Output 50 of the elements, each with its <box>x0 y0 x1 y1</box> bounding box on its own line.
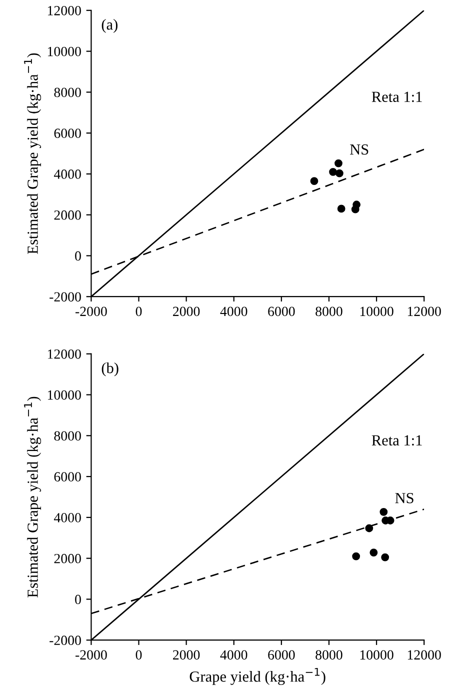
x-tick-label: 12000 <box>408 306 441 316</box>
y-tick-label: 0 <box>75 251 81 261</box>
point <box>370 548 378 557</box>
y-tick-label: 4000 <box>54 170 81 179</box>
y-tick-label: 10000 <box>48 390 81 400</box>
y-tick-label: 6000 <box>54 472 81 482</box>
x-tick-label: 4000 <box>220 306 248 316</box>
x-tick-label: 12000 <box>408 650 441 660</box>
y-tick-label: 2000 <box>54 210 81 220</box>
x-tick-label: 2000 <box>173 306 200 316</box>
x-axis-title: Grape yield (kg·ha$^{−1}$) <box>190 668 326 685</box>
y-axis-title: Estimated Grape yield (kg·ha$^{−1}$) <box>24 53 42 254</box>
y-tick-label: -2000 <box>50 292 81 302</box>
point <box>381 553 390 562</box>
y-tick-label: 12000 <box>48 349 81 359</box>
point <box>335 169 344 178</box>
y-tick-label: 10000 <box>48 46 81 56</box>
x-tick-label: 0 <box>136 650 142 660</box>
y-axis-title: Estimated Grape yield (kg·ha$^{−1}$) <box>24 396 42 598</box>
y-tick-label: 8000 <box>54 431 81 441</box>
y-tick-label: 2000 <box>54 554 81 564</box>
point <box>380 508 388 516</box>
point <box>351 205 360 214</box>
y-tick-label: 8000 <box>54 88 81 98</box>
series-label: NS <box>395 492 414 504</box>
x-tick-label: 10000 <box>360 650 394 660</box>
annotation: (a) <box>102 18 118 33</box>
annotation: (b) <box>102 362 118 376</box>
x-tick-label: 6000 <box>268 650 295 660</box>
y-tick-label: 0 <box>75 594 81 604</box>
point <box>365 524 374 532</box>
point <box>352 552 360 560</box>
point <box>310 177 318 186</box>
y-tick-label: 12000 <box>48 6 81 16</box>
series-label: Reta 1:1 <box>372 92 422 102</box>
x-tick-label: 8000 <box>316 306 342 316</box>
y-tick-label: 6000 <box>54 128 81 138</box>
x-tick-label: 4000 <box>220 650 248 660</box>
point <box>334 159 342 168</box>
x-tick-label: 0 <box>136 306 142 316</box>
series-label: NS <box>350 144 368 155</box>
x-tick-label: 8000 <box>316 650 342 660</box>
x-tick-label: 6000 <box>268 306 295 316</box>
point <box>337 204 346 213</box>
x-tick-label: 2000 <box>173 650 200 660</box>
y-tick-label: 4000 <box>54 513 81 522</box>
y-tick-label: -2000 <box>50 636 81 646</box>
series-label: Reta 1:1 <box>372 435 422 446</box>
x-tick-label: 10000 <box>360 306 394 316</box>
point <box>329 168 337 176</box>
